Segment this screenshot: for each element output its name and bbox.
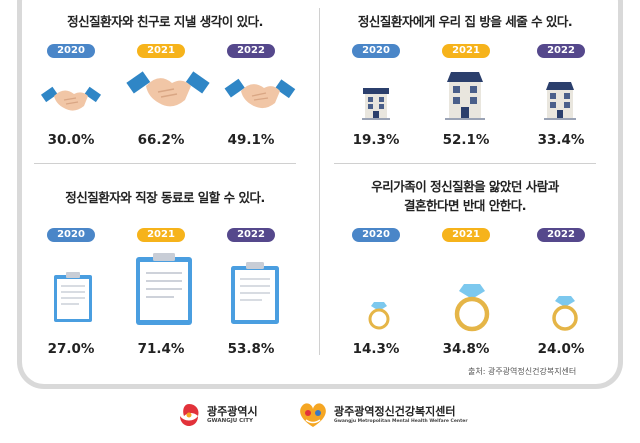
panel-marriage-title: 우리가족이 정신질환을 앓았던 사람과 결혼한다면 반대 안한다. — [334, 177, 596, 215]
mental-health-center-logo: 광주광역정신건강복지센터 Gwangju Metropolitan Mental… — [296, 401, 468, 429]
clipboard-icon — [231, 262, 279, 324]
gwangju-city-emblem-icon — [180, 404, 199, 426]
clipboard-icon — [54, 272, 92, 322]
horizontal-divider-left — [34, 163, 296, 164]
panel-marriage-title-line1: 우리가족이 정신질환을 앓았던 사람과 — [371, 179, 559, 194]
value-house-2021: 52.1% — [442, 132, 490, 148]
clipboard-icon — [136, 253, 192, 325]
value-marriage-2022: 24.0% — [537, 341, 585, 357]
year-badge-2022: 2022 — [537, 228, 585, 242]
center-name-english: Gwangju Metropolitan Mental Health Welfa… — [334, 418, 468, 424]
house-icon — [544, 82, 576, 120]
value-friend-2020: 30.0% — [47, 132, 95, 148]
gwangju-city-logo: 광주광역시 GWANGJU CITY — [176, 402, 258, 428]
infographic-card — [22, 0, 618, 384]
source-note: 출처: 광주광역정신건강복지센터 — [468, 367, 577, 376]
city-name-english: GWANGJU CITY — [207, 417, 253, 424]
handshake-icon — [126, 71, 210, 107]
value-friend-2021: 66.2% — [137, 132, 185, 148]
year-badge-2020: 2020 — [352, 44, 400, 58]
handshake-icon — [40, 86, 102, 111]
value-coworker-2021: 71.4% — [137, 341, 185, 357]
mental-health-center-emblem-icon — [300, 403, 326, 427]
year-badge-2022: 2022 — [227, 44, 275, 58]
value-friend-2022: 49.1% — [227, 132, 275, 148]
year-badge-2020: 2020 — [352, 228, 400, 242]
panel-marriage-title-line2: 결혼한다면 반대 안한다. — [404, 198, 526, 213]
panel-coworker-title: 정신질환자와 직장 동료로 일할 수 있다. — [65, 190, 265, 205]
year-badge-2021: 2021 — [137, 228, 185, 242]
value-house-2022: 33.4% — [537, 132, 585, 148]
handshake-icon — [224, 78, 296, 109]
year-badge-2021: 2021 — [442, 228, 490, 242]
year-badge-2020: 2020 — [47, 44, 95, 58]
house-icon — [445, 72, 485, 120]
house-icon — [362, 88, 390, 120]
year-badge-2022: 2022 — [227, 228, 275, 242]
value-marriage-2020: 14.3% — [352, 341, 400, 357]
panel-friend-title: 정신질환자와 친구로 지낼 생각이 있다. — [67, 14, 263, 29]
panel-house-title: 정신질환자에게 우리 집 방을 세줄 수 있다. — [357, 14, 573, 29]
center-name: 광주광역정신건강복지센터 — [334, 404, 456, 418]
value-coworker-2020: 27.0% — [47, 341, 95, 357]
value-house-2020: 19.3% — [352, 132, 400, 148]
horizontal-divider-right — [334, 163, 596, 164]
year-badge-2022: 2022 — [537, 44, 585, 58]
ring-icon — [368, 302, 390, 330]
vertical-divider — [319, 8, 320, 355]
ring-icon — [552, 296, 578, 331]
year-badge-2021: 2021 — [442, 44, 490, 58]
value-marriage-2021: 34.8% — [442, 341, 490, 357]
ring-icon — [454, 284, 490, 332]
year-badge-2021: 2021 — [137, 44, 185, 58]
year-badge-2020: 2020 — [47, 228, 95, 242]
value-coworker-2022: 53.8% — [227, 341, 275, 357]
city-name: 광주광역시 — [207, 404, 258, 418]
